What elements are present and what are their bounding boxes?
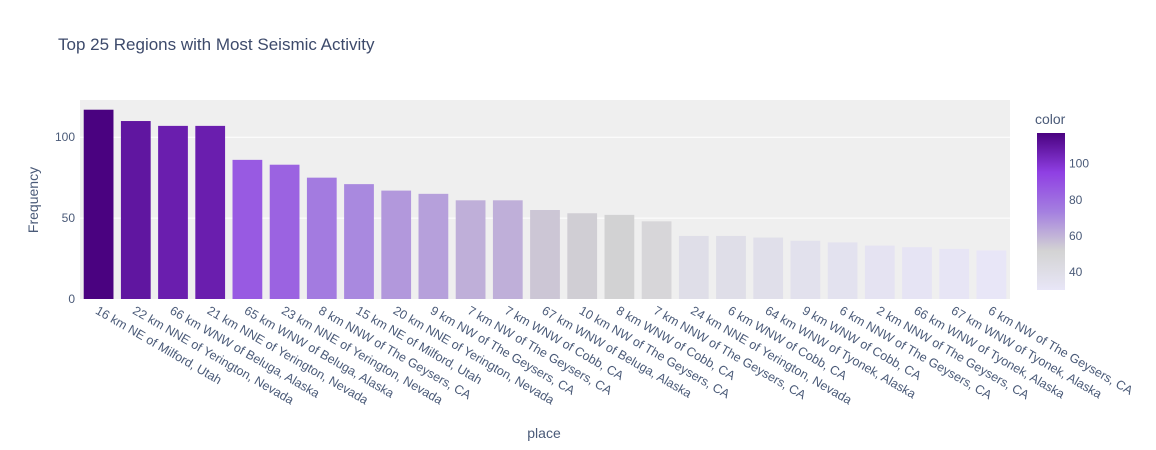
y-tick-label: 100	[55, 130, 75, 144]
colorbar	[1037, 133, 1065, 290]
bar[interactable]	[790, 240, 821, 299]
bar[interactable]	[902, 247, 932, 299]
y-tick-label: 50	[62, 211, 76, 225]
colorbar-ticks: 40 60 80 100	[1069, 157, 1089, 279]
bar[interactable]	[604, 214, 635, 299]
bar[interactable]	[827, 242, 858, 299]
bar[interactable]	[418, 193, 449, 299]
bar[interactable]	[678, 235, 709, 299]
bars	[83, 109, 1007, 300]
colorbar-title: color	[1035, 111, 1066, 127]
y-axis-ticks: 0 50 100	[55, 130, 75, 306]
bar[interactable]	[939, 248, 970, 299]
bar[interactable]	[381, 190, 412, 299]
y-axis-title: Frequency	[25, 167, 41, 233]
bar[interactable]	[195, 125, 226, 300]
colorbar-tick-label: 60	[1069, 229, 1083, 243]
bar[interactable]	[455, 200, 486, 299]
bar[interactable]	[158, 125, 188, 300]
bar[interactable]	[530, 210, 560, 299]
bar[interactable]	[753, 237, 784, 299]
bar[interactable]	[567, 213, 598, 299]
bar[interactable]	[976, 250, 1007, 299]
bar[interactable]	[344, 184, 374, 299]
bar[interactable]	[641, 221, 672, 299]
bar[interactable]	[120, 121, 151, 299]
colorbar-tick-label: 80	[1069, 193, 1083, 207]
y-tick-label: 0	[68, 292, 75, 306]
bar[interactable]	[83, 109, 114, 300]
bar[interactable]	[232, 159, 263, 299]
bar[interactable]	[864, 245, 895, 299]
bar[interactable]	[306, 177, 337, 299]
colorbar-tick-label: 100	[1069, 157, 1089, 171]
chart-title: Top 25 Regions with Most Seismic Activit…	[58, 35, 375, 54]
bar[interactable]	[492, 200, 523, 299]
bar[interactable]	[269, 164, 300, 299]
x-axis-title: place	[527, 425, 561, 441]
bar[interactable]	[716, 235, 746, 299]
colorbar-tick-label: 40	[1069, 265, 1083, 279]
